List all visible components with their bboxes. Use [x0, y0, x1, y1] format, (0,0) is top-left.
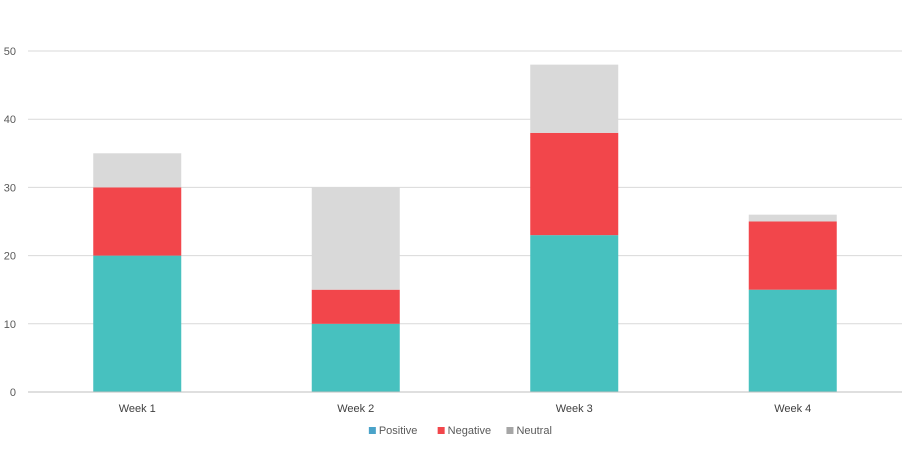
bar-negative-week-2	[311, 289, 400, 324]
y-axis-ticks: 0 10 20 30 40 50	[4, 46, 16, 399]
bar-neutral-week-4	[748, 214, 837, 222]
y-tick-label: 10	[4, 319, 16, 331]
bar-positive-week-2	[311, 323, 400, 392]
x-tick-label: Week 2	[337, 403, 374, 415]
y-tick-label: 20	[4, 251, 16, 263]
x-tick-label: Week 4	[774, 403, 811, 415]
x-axis-labels: Week 1 Week 2 Week 3 Week 4	[119, 403, 812, 415]
bar-negative-week-3	[530, 132, 619, 236]
bar-neutral-week-2	[311, 187, 400, 290]
bar-neutral-week-1	[93, 153, 182, 188]
bar-positive-week-4	[748, 289, 837, 392]
legend-item-neutral: Neutral	[506, 425, 552, 437]
y-tick-label: 40	[4, 114, 16, 126]
y-tick-label: 0	[10, 387, 16, 399]
legend: Positive Negative Neutral	[368, 425, 552, 437]
legend-swatch	[368, 427, 376, 434]
legend-item-positive: Positive	[368, 425, 418, 437]
x-tick-label: Week 1	[119, 403, 156, 415]
bars	[93, 64, 837, 392]
bar-positive-week-1	[93, 255, 182, 392]
y-tick-label: 50	[4, 46, 16, 58]
x-tick-label: Week 3	[556, 403, 593, 415]
legend-swatch	[437, 427, 445, 434]
y-tick-label: 30	[4, 182, 16, 194]
legend-item-negative: Negative	[437, 425, 491, 437]
legend-label: Negative	[448, 425, 491, 437]
bar-positive-week-3	[530, 235, 619, 392]
legend-swatch	[506, 427, 514, 434]
bar-negative-week-4	[748, 221, 837, 290]
legend-label: Neutral	[516, 425, 551, 437]
bar-negative-week-1	[93, 187, 182, 256]
bar-neutral-week-3	[530, 64, 619, 133]
legend-label: Positive	[379, 425, 418, 437]
